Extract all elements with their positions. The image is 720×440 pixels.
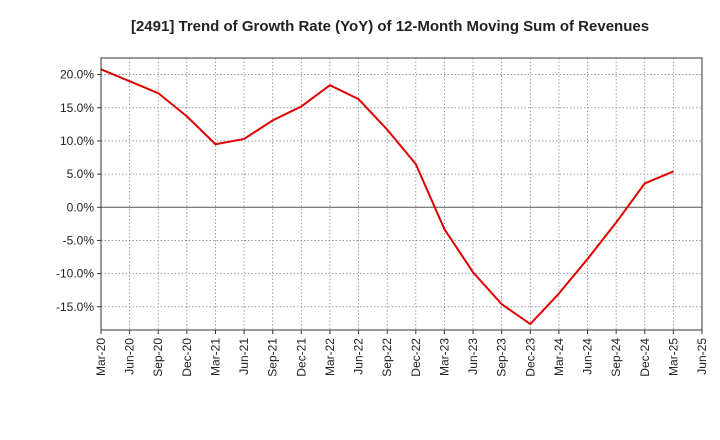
y-tick-label: 10.0% <box>60 134 94 148</box>
x-tick-label: Dec-23 <box>523 338 537 377</box>
x-tick-label: Sep-21 <box>266 338 280 377</box>
y-tick-label: 0.0% <box>67 200 95 214</box>
x-tick-label: Sep-24 <box>609 338 623 377</box>
x-tick-label: Sep-22 <box>380 338 394 377</box>
y-tick-label: 20.0% <box>60 68 94 82</box>
y-axis: 20.0% 15.0% 10.0% 5.0% 0.0% -5.0% -10.0% -15.0% <box>56 68 101 314</box>
x-tick-label: Jun-23 <box>466 338 480 375</box>
y-tick-label: -10.0% <box>56 267 94 281</box>
chart-title: [2491] Trend of Growth Rate (YoY) of 12-… <box>131 18 649 35</box>
x-tick-label: Mar-22 <box>323 338 337 376</box>
x-tick-label: Mar-25 <box>666 338 680 376</box>
x-axis: Mar-20 Jun-20 Sep-20 Dec-20 Mar-21 Jun-21 Sep-… <box>94 330 709 377</box>
x-tick-label: Dec-22 <box>409 338 423 377</box>
y-tick-label: -15.0% <box>56 300 94 314</box>
x-tick-label: Mar-24 <box>552 338 566 376</box>
y-tick-label: 15.0% <box>60 101 94 115</box>
x-tick-label: Dec-21 <box>294 338 308 377</box>
x-tick-label: Jun-24 <box>581 338 595 375</box>
x-tick-label: Dec-20 <box>180 338 194 377</box>
x-tick-label: Jun-21 <box>237 338 251 375</box>
x-tick-label: Dec-24 <box>638 338 652 377</box>
x-tick-label: Mar-23 <box>437 338 451 376</box>
plot-frame <box>100 57 703 331</box>
series-line-0 <box>100 68 674 326</box>
series-layer <box>100 68 674 326</box>
y-tick-label: -5.0% <box>63 233 95 247</box>
x-tick-label: Sep-23 <box>495 338 509 377</box>
x-tick-label: Mar-20 <box>94 338 108 376</box>
x-tick-label: Sep-20 <box>151 338 165 377</box>
x-tick-label: Jun-22 <box>352 338 366 375</box>
grid <box>101 58 702 330</box>
x-tick-label: Jun-20 <box>123 338 137 375</box>
x-tick-label: Mar-21 <box>208 338 222 376</box>
y-tick-label: 5.0% <box>67 167 95 181</box>
x-tick-label: Jun-25 <box>695 338 709 375</box>
